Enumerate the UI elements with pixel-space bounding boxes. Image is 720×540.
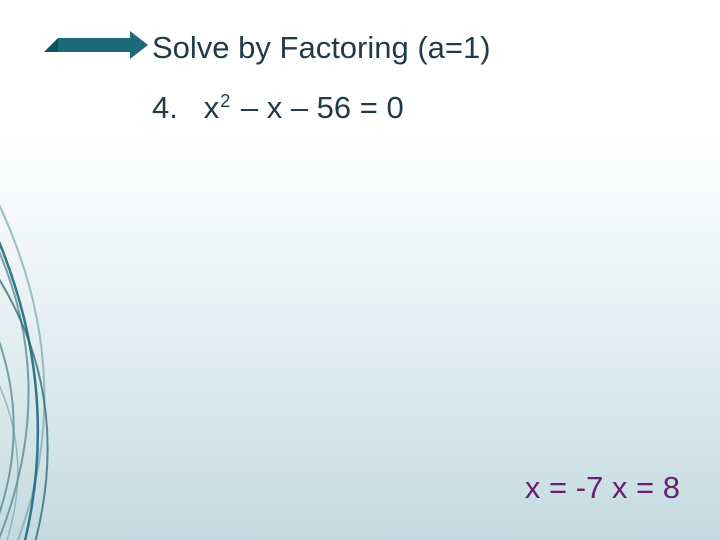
problem-number: 4.: [152, 90, 178, 125]
problem-exponent: 2: [220, 91, 230, 111]
problem-line: 4. x2 – x – 56 = 0: [152, 90, 404, 126]
answer-text: x = -7 x = 8: [525, 470, 680, 506]
problem-rest: – x – 56 = 0: [232, 90, 403, 125]
problem-base: x: [204, 90, 220, 125]
slide-decoration: [0, 0, 160, 540]
slide-title: Solve by Factoring (a=1): [152, 30, 491, 66]
slide: Solve by Factoring (a=1) 4. x2 – x – 56 …: [0, 0, 720, 540]
